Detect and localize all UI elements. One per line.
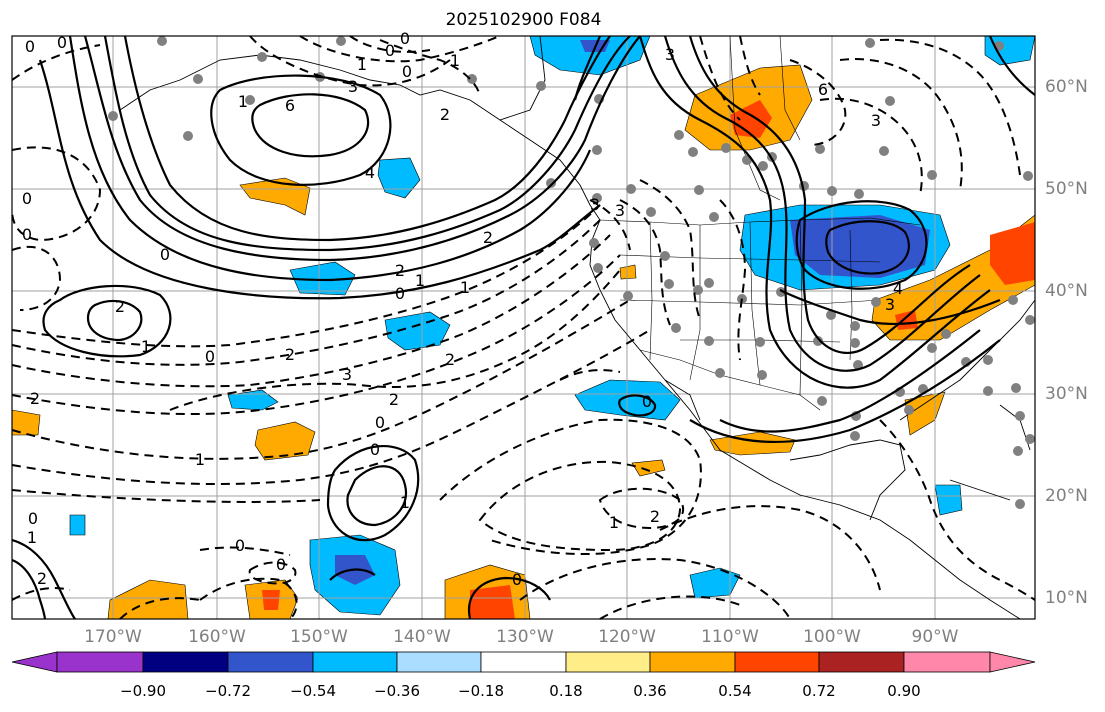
lat-label-10n: 10°N <box>1045 588 1088 608</box>
svg-text:6: 6 <box>818 80 828 99</box>
svg-text:2: 2 <box>37 569 47 588</box>
colorbar-tick: −0.90 <box>120 682 166 700</box>
svg-text:1: 1 <box>141 337 151 356</box>
lon-label-90w: 90°W <box>911 627 959 647</box>
svg-text:0: 0 <box>22 225 32 244</box>
lon-label-100w: 100°W <box>803 627 861 647</box>
lat-label-20n: 20°N <box>1045 486 1088 506</box>
svg-text:0: 0 <box>642 392 652 411</box>
svg-text:0: 0 <box>28 509 38 528</box>
lat-label-40n: 40°N <box>1045 281 1088 301</box>
svg-text:0: 0 <box>385 41 395 60</box>
svg-text:1: 1 <box>460 278 470 297</box>
svg-text:2: 2 <box>30 389 40 408</box>
lon-label-130w: 130°W <box>496 627 554 647</box>
svg-text:2: 2 <box>483 228 493 247</box>
svg-text:0: 0 <box>276 555 286 574</box>
svg-text:2: 2 <box>440 105 450 124</box>
svg-text:0: 0 <box>25 37 35 56</box>
svg-text:6: 6 <box>285 96 295 115</box>
svg-text:2: 2 <box>389 390 399 409</box>
svg-text:3: 3 <box>342 365 352 384</box>
svg-text:1: 1 <box>27 528 37 547</box>
lat-label-50n: 50°N <box>1045 179 1088 199</box>
solid-contours <box>11 35 1036 620</box>
colorbar-tick: 0.90 <box>887 682 921 700</box>
svg-text:1: 1 <box>195 450 205 469</box>
svg-text:1: 1 <box>357 55 367 74</box>
svg-text:0: 0 <box>402 62 412 81</box>
colorbar-tick: −0.54 <box>290 682 336 700</box>
colorbar-tick: −0.36 <box>374 682 420 700</box>
lon-label-160w: 160°W <box>188 627 246 647</box>
svg-text:3: 3 <box>871 111 881 130</box>
lat-label-60n: 60°N <box>1045 77 1088 97</box>
lon-label-120w: 120°W <box>598 627 656 647</box>
svg-text:0: 0 <box>57 33 67 52</box>
svg-text:0: 0 <box>370 440 380 459</box>
svg-text:0: 0 <box>400 29 410 48</box>
coastlines <box>119 35 1036 620</box>
lon-label-140w: 140°W <box>393 627 451 647</box>
graticule <box>12 36 1035 619</box>
lat-label-30n: 30°N <box>1045 384 1088 404</box>
svg-text:0: 0 <box>235 536 245 555</box>
svg-text:3: 3 <box>885 295 895 314</box>
svg-text:4: 4 <box>365 163 375 182</box>
svg-text:0: 0 <box>160 245 170 264</box>
colorbar-tick: 0.36 <box>633 682 667 700</box>
svg-text:1: 1 <box>609 513 619 532</box>
svg-text:2: 2 <box>445 350 455 369</box>
svg-text:1: 1 <box>450 51 460 70</box>
svg-text:2: 2 <box>285 345 295 364</box>
colorbar-tick: 0.72 <box>802 682 836 700</box>
svg-text:1: 1 <box>400 493 410 512</box>
svg-text:0: 0 <box>22 189 32 208</box>
colorbar-tick: 0.18 <box>549 682 583 700</box>
svg-text:3: 3 <box>590 195 600 214</box>
svg-text:0: 0 <box>205 347 215 366</box>
svg-text:2: 2 <box>650 507 660 526</box>
colorbar-tick: 0.54 <box>718 682 752 700</box>
colorbar-tick: −0.72 <box>205 682 251 700</box>
svg-text:0: 0 <box>395 284 405 303</box>
svg-text:2: 2 <box>395 261 405 280</box>
lon-label-150w: 150°W <box>290 627 348 647</box>
svg-text:0: 0 <box>512 570 522 589</box>
svg-text:1: 1 <box>238 92 248 111</box>
svg-text:3: 3 <box>665 45 675 64</box>
svg-text:3: 3 <box>348 77 358 96</box>
svg-text:2: 2 <box>115 297 125 316</box>
lon-label-170w: 170°W <box>84 627 142 647</box>
svg-text:4: 4 <box>893 279 903 298</box>
svg-text:1: 1 <box>415 271 425 290</box>
colorbar <box>11 651 1036 673</box>
dashed-contours <box>11 35 1036 620</box>
lon-label-110w: 110°W <box>701 627 759 647</box>
svg-text:0: 0 <box>375 413 385 432</box>
map-title: 2025102900 F084 <box>445 10 602 30</box>
svg-text:3: 3 <box>615 201 625 220</box>
colorbar-tick: −0.18 <box>458 682 504 700</box>
